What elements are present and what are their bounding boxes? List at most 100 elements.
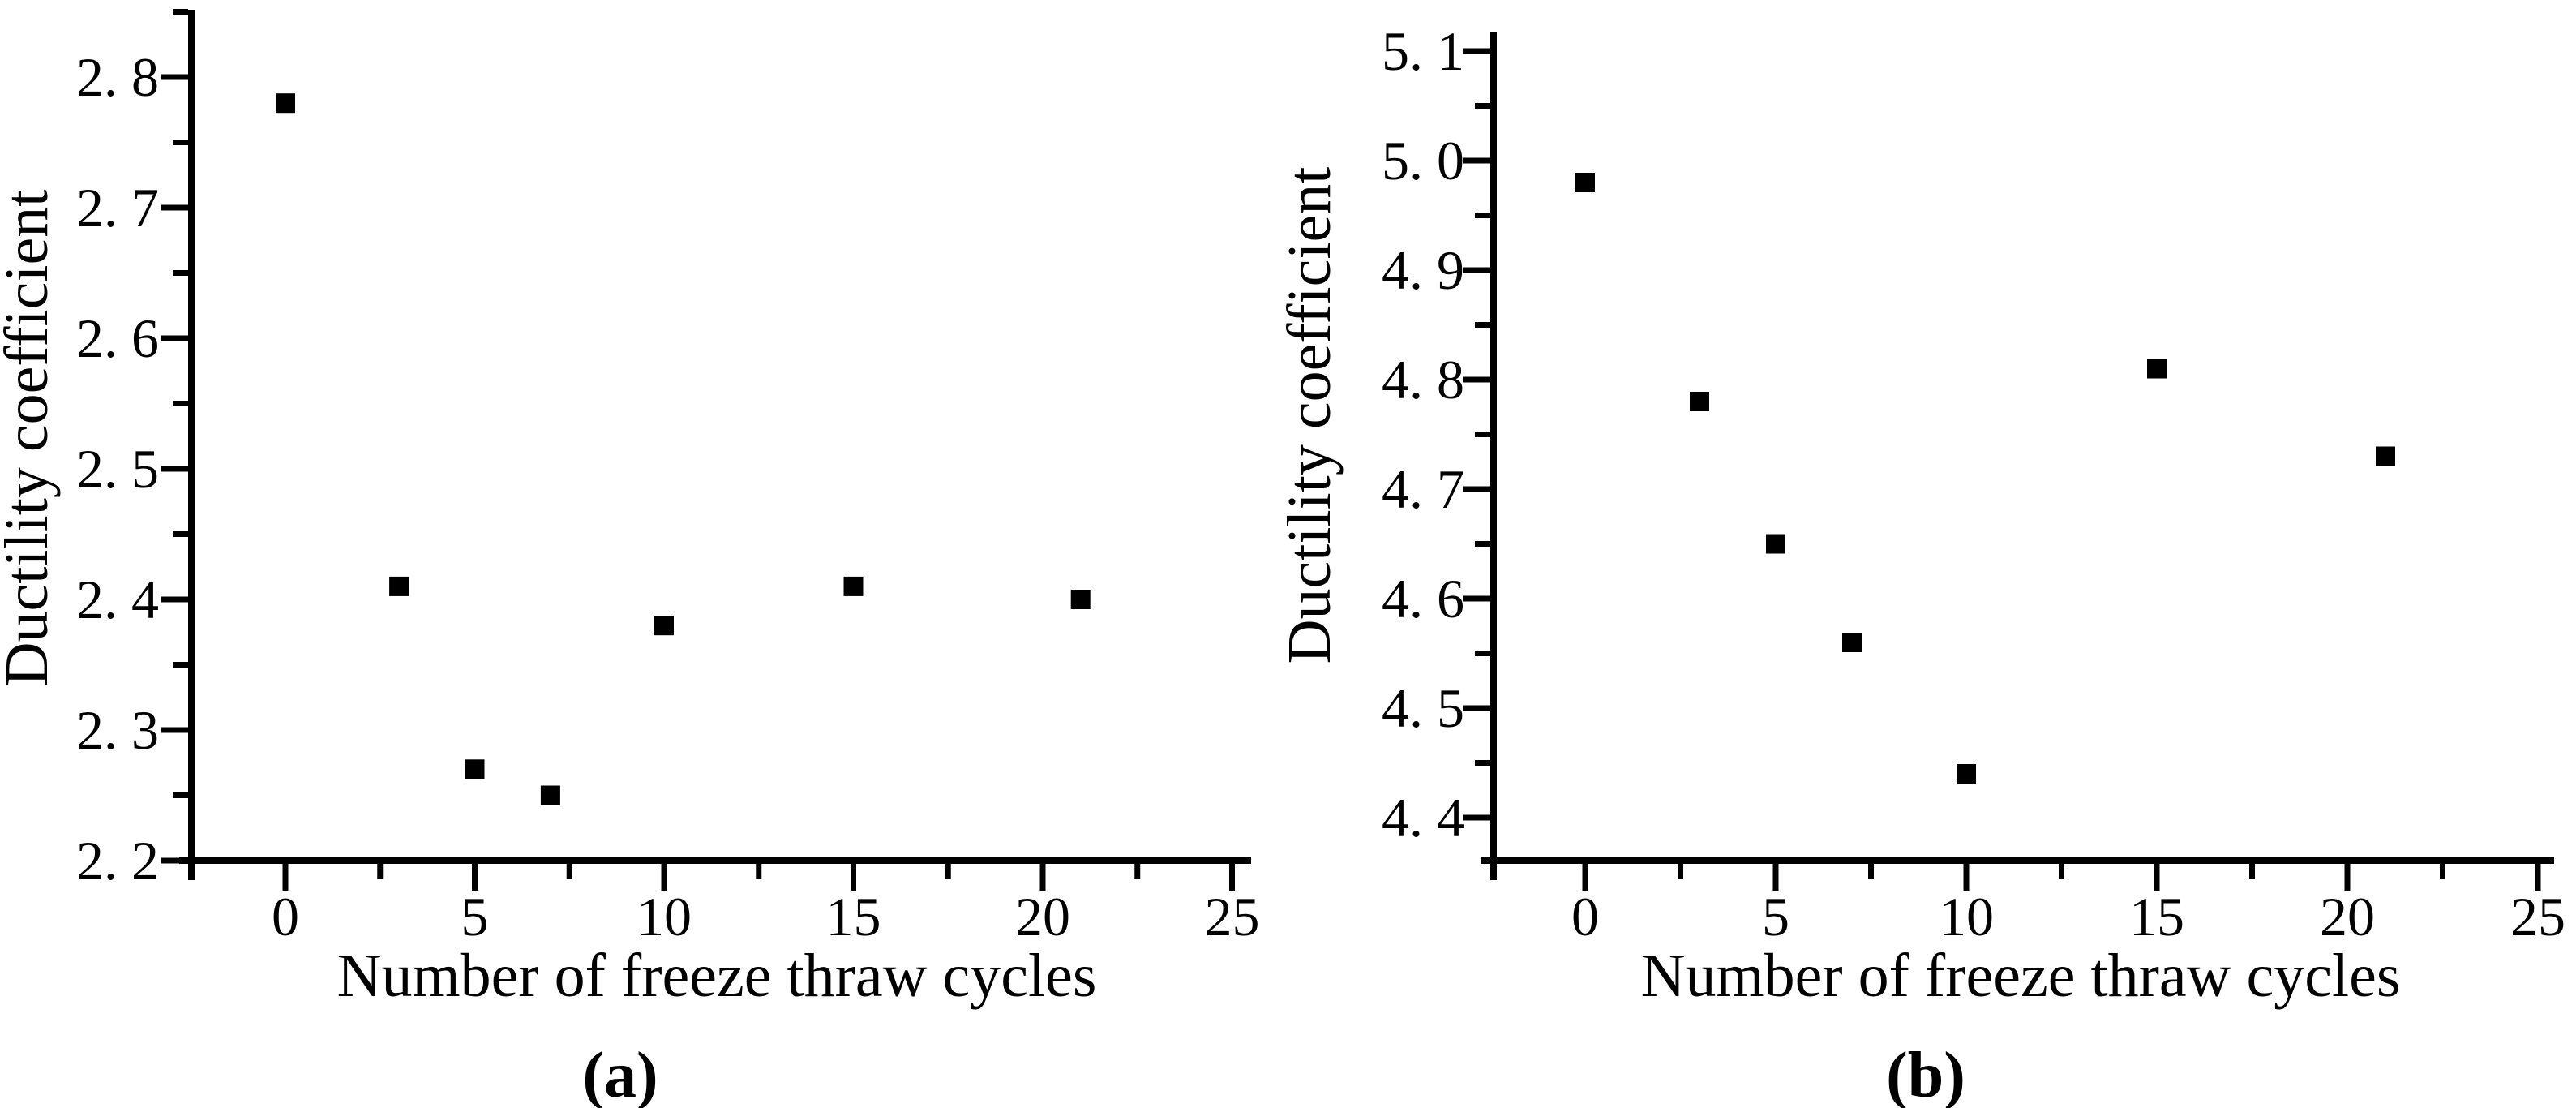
x-tick-label: 10 xyxy=(1939,886,1994,947)
y-minor-tick xyxy=(1475,541,1490,547)
x-major-tick xyxy=(1229,864,1235,891)
x-minor-tick xyxy=(2249,864,2255,879)
y-tick-label: 2. 7 xyxy=(76,177,159,238)
x-minor-tick xyxy=(1134,864,1141,879)
x-tick-label: 20 xyxy=(1015,886,1070,947)
x-major-tick xyxy=(1963,864,1970,891)
y-major-tick xyxy=(1463,157,1490,164)
data-point-marker xyxy=(654,616,674,636)
y-major-tick xyxy=(161,466,188,472)
y-minor-tick xyxy=(173,9,188,15)
y-minor-tick xyxy=(1475,103,1490,109)
data-point-marker xyxy=(1070,590,1091,609)
x-axis-title: Number of freeze thraw cycles xyxy=(1641,942,2401,1010)
y-tick-label: 4. 7 xyxy=(1382,458,1464,520)
y-major-tick xyxy=(1463,814,1490,821)
x-minor-tick xyxy=(1678,864,1683,879)
data-point-marker xyxy=(1690,392,1709,411)
x-major-tick xyxy=(2154,864,2160,891)
data-point-marker xyxy=(1575,173,1595,192)
y-tick-label: 2. 2 xyxy=(76,830,159,891)
y-major-tick xyxy=(1463,595,1490,602)
x-tick-label: 0 xyxy=(272,886,299,947)
x-major-tick xyxy=(1582,864,1588,891)
y-axis-line xyxy=(188,10,195,880)
y-minor-tick xyxy=(1475,322,1490,328)
x-minor-tick xyxy=(2059,864,2064,879)
y-major-tick xyxy=(1463,48,1490,54)
x-major-tick xyxy=(2344,864,2351,891)
y-axis-line xyxy=(1490,32,1497,880)
x-minor-tick xyxy=(756,864,762,879)
data-point-marker xyxy=(2147,359,2167,379)
x-tick-label: 25 xyxy=(2510,886,2565,947)
y-major-tick xyxy=(1463,267,1490,273)
data-point-marker xyxy=(1957,764,1976,784)
x-major-tick xyxy=(1772,864,1779,891)
y-major-tick xyxy=(161,74,188,80)
y-tick-label: 4. 8 xyxy=(1382,349,1464,410)
data-point-marker xyxy=(389,576,409,596)
y-minor-tick xyxy=(1475,760,1490,766)
data-point-marker xyxy=(540,785,560,805)
x-major-tick xyxy=(2535,864,2541,891)
x-major-tick xyxy=(282,864,289,891)
y-minor-tick xyxy=(1475,213,1490,218)
x-minor-tick xyxy=(1868,864,1874,879)
x-tick-label: 0 xyxy=(1571,886,1599,947)
data-point-marker xyxy=(2376,446,2395,466)
data-point-marker xyxy=(276,93,295,114)
y-major-tick xyxy=(1463,486,1490,492)
x-tick-label: 15 xyxy=(826,886,881,947)
y-tick-label: 2. 3 xyxy=(76,699,159,761)
y-minor-tick xyxy=(1475,651,1490,656)
x-minor-tick xyxy=(566,864,572,879)
y-tick-label: 5. 0 xyxy=(1382,130,1464,191)
y-tick-label: 2. 4 xyxy=(76,569,159,630)
x-tick-label: 5 xyxy=(461,886,489,947)
y-tick-label: 4. 4 xyxy=(1382,787,1464,848)
y-axis-title: Ductility coefficient xyxy=(0,190,61,687)
y-major-tick xyxy=(161,204,188,211)
y-tick-label: 5. 1 xyxy=(1382,20,1464,82)
panel-caption: (a) xyxy=(582,1040,658,1108)
y-tick-label: 2. 8 xyxy=(76,46,159,108)
x-major-tick xyxy=(472,864,478,891)
x-axis-line xyxy=(179,857,1251,864)
y-minor-tick xyxy=(173,792,188,798)
y-tick-label: 4. 9 xyxy=(1382,239,1464,301)
data-point-marker xyxy=(843,576,864,596)
data-point-marker xyxy=(465,759,485,779)
x-major-tick xyxy=(661,864,667,891)
y-major-tick xyxy=(1463,705,1490,711)
x-minor-tick xyxy=(377,864,384,879)
y-minor-tick xyxy=(173,140,188,145)
y-tick-label: 4. 5 xyxy=(1382,677,1464,739)
x-tick-label: 5 xyxy=(1762,886,1789,947)
x-tick-label: 15 xyxy=(2129,886,2184,947)
scatter-panel-b: 4. 4 4. 5 4. 6 4. 7 4. 8 4. 9 5. 0 5. 1 0 5 10 15 20… xyxy=(1275,20,2565,1108)
y-major-tick xyxy=(161,727,188,733)
x-tick-label: 10 xyxy=(636,886,692,947)
y-axis-title: Ductility coefficient xyxy=(1275,167,1344,664)
data-point-marker xyxy=(1842,633,1862,652)
x-axis-line xyxy=(1481,857,2554,864)
x-axis-title: Number of freeze thraw cycles xyxy=(337,942,1097,1010)
x-tick-label: 20 xyxy=(2320,886,2375,947)
x-tick-label: 25 xyxy=(1205,886,1260,947)
y-major-tick xyxy=(161,335,188,341)
x-major-tick xyxy=(1039,864,1046,891)
x-minor-tick xyxy=(945,864,951,879)
y-minor-tick xyxy=(173,662,188,668)
x-minor-tick xyxy=(2440,864,2445,879)
x-major-tick xyxy=(851,864,856,891)
y-minor-tick xyxy=(173,270,188,276)
y-major-tick xyxy=(161,857,188,864)
y-major-tick xyxy=(1463,376,1490,383)
y-minor-tick xyxy=(1475,432,1490,437)
y-major-tick xyxy=(161,596,188,603)
y-minor-tick xyxy=(173,401,188,406)
y-minor-tick xyxy=(173,531,188,537)
